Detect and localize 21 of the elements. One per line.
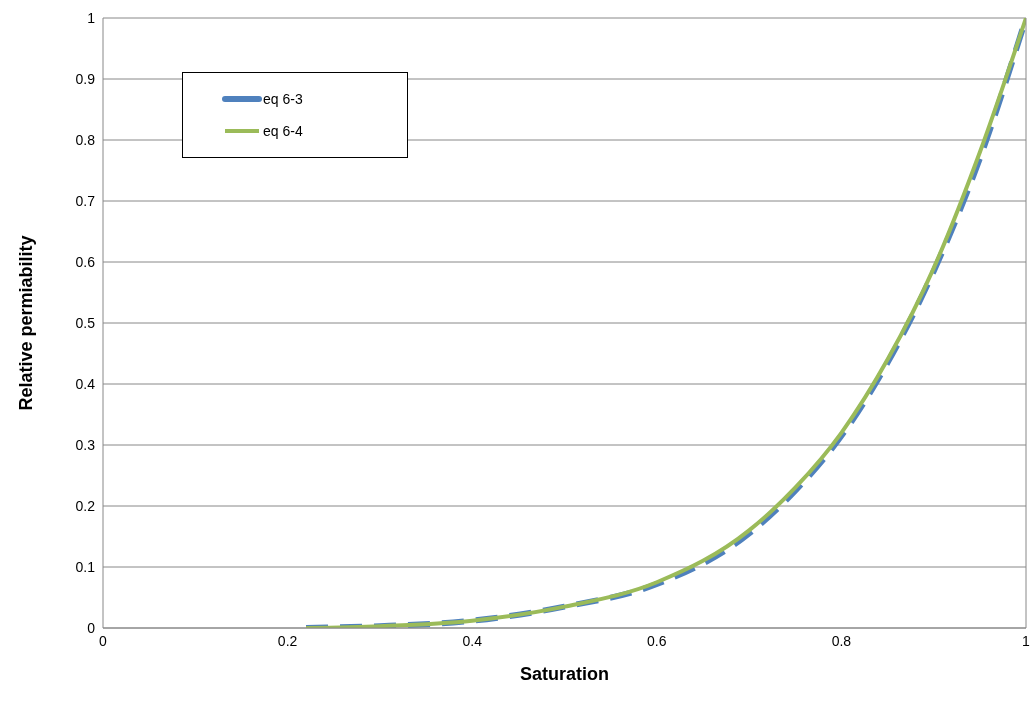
x-tick-label: 0.8: [831, 632, 852, 649]
x-tick-label: 0.6: [647, 632, 667, 649]
y-tick-label: 0.7: [75, 192, 96, 209]
y-axis-title: Relative permiability: [16, 235, 37, 411]
y-tick-label: 0.4: [75, 375, 96, 392]
x-tick-label: 0.4: [462, 632, 483, 649]
y-tick-label: 0.3: [75, 436, 96, 453]
legend-label: eq 6-3: [263, 91, 303, 107]
y-tick-label: 0: [87, 619, 96, 636]
y-tick-label: 0.2: [75, 497, 96, 514]
x-tick-label: 0.2: [277, 632, 298, 649]
legend-label: eq 6-4: [263, 123, 303, 139]
y-tick-label: 0.9: [75, 70, 96, 87]
x-tick-label: 1: [1022, 632, 1031, 649]
x-tick-label: 0: [99, 632, 108, 649]
y-tick-label: 0.5: [75, 314, 96, 331]
x-axis-title: Saturation: [519, 664, 610, 684]
y-tick-label: 0.8: [75, 131, 96, 148]
y-tick-label: 1: [87, 9, 96, 26]
y-tick-label: 0.6: [75, 253, 96, 270]
y-tick-label: 0.1: [75, 558, 96, 575]
